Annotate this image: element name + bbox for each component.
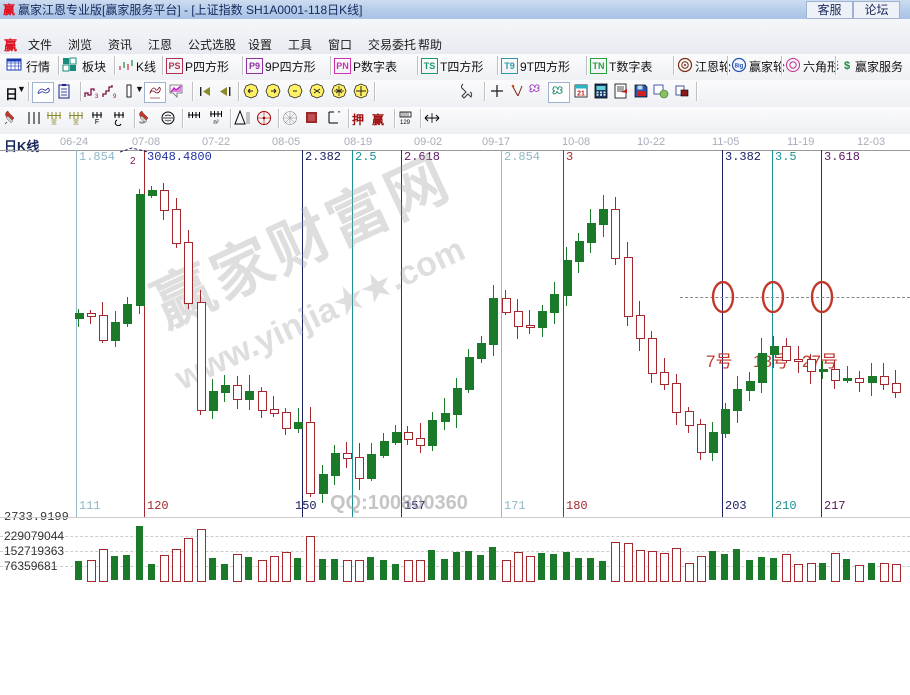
svg-text:3: 3 — [95, 94, 99, 99]
svg-text:釜: 釜 — [51, 118, 57, 126]
svg-text:F: F — [95, 119, 99, 126]
svg-text:21: 21 — [577, 91, 585, 98]
svg-text:$: $ — [844, 60, 850, 72]
svg-text:9: 9 — [113, 94, 117, 99]
svg-text:8ig: 8ig — [735, 64, 744, 70]
svg-text:釜: 釜 — [73, 118, 79, 126]
svg-text:129: 129 — [400, 120, 411, 126]
svg-text:": " — [338, 111, 341, 118]
svg-text:n²: n² — [213, 120, 218, 126]
